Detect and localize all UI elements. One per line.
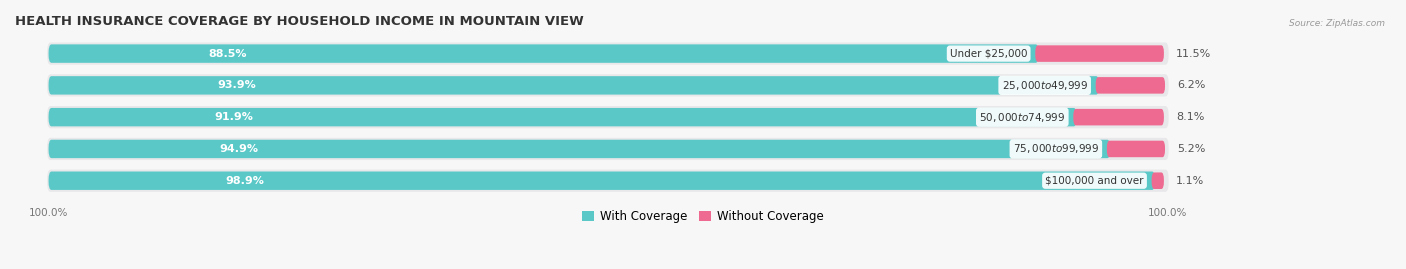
FancyBboxPatch shape [49,140,1111,158]
FancyBboxPatch shape [49,172,1154,190]
Text: 6.2%: 6.2% [1177,80,1206,90]
Text: $50,000 to $74,999: $50,000 to $74,999 [979,111,1066,124]
Text: 11.5%: 11.5% [1177,49,1212,59]
FancyBboxPatch shape [49,76,1099,95]
FancyBboxPatch shape [1152,172,1164,189]
Text: 8.1%: 8.1% [1177,112,1205,122]
Text: HEALTH INSURANCE COVERAGE BY HOUSEHOLD INCOME IN MOUNTAIN VIEW: HEALTH INSURANCE COVERAGE BY HOUSEHOLD I… [15,15,583,28]
FancyBboxPatch shape [48,106,1168,128]
FancyBboxPatch shape [1095,77,1166,94]
FancyBboxPatch shape [49,108,1077,126]
Text: Source: ZipAtlas.com: Source: ZipAtlas.com [1289,19,1385,28]
FancyBboxPatch shape [48,138,1168,160]
FancyBboxPatch shape [48,169,1168,192]
Text: Under $25,000: Under $25,000 [950,49,1028,59]
Text: 5.2%: 5.2% [1177,144,1206,154]
FancyBboxPatch shape [48,43,1168,65]
FancyBboxPatch shape [1035,45,1164,62]
Text: 1.1%: 1.1% [1177,176,1205,186]
Text: 98.9%: 98.9% [226,176,264,186]
Text: 94.9%: 94.9% [219,144,257,154]
Text: 88.5%: 88.5% [208,49,247,59]
FancyBboxPatch shape [49,44,1039,63]
FancyBboxPatch shape [48,74,1168,97]
Text: $100,000 and over: $100,000 and over [1045,176,1143,186]
Text: 93.9%: 93.9% [218,80,256,90]
Legend: With Coverage, Without Coverage: With Coverage, Without Coverage [578,206,828,228]
FancyBboxPatch shape [1073,109,1164,125]
Text: $25,000 to $49,999: $25,000 to $49,999 [1001,79,1088,92]
Text: $75,000 to $99,999: $75,000 to $99,999 [1012,142,1099,155]
FancyBboxPatch shape [1107,141,1166,157]
Text: 91.9%: 91.9% [214,112,253,122]
